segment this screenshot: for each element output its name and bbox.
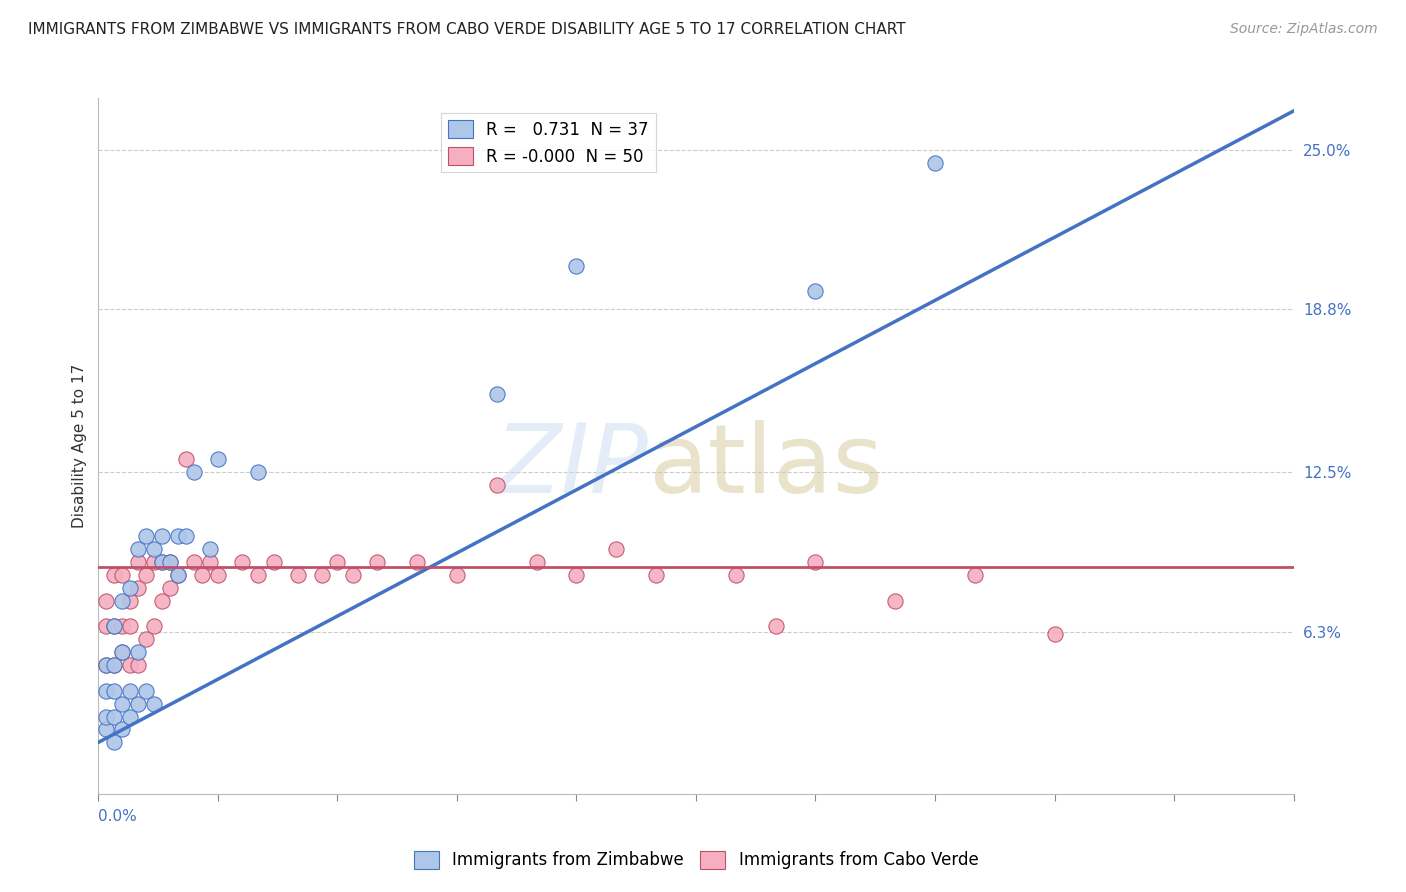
- Point: [724, 567, 747, 582]
- Point: [446, 567, 468, 582]
- Point: [174, 529, 197, 543]
- Point: [96, 723, 118, 737]
- Point: [150, 555, 173, 569]
- Point: [159, 555, 181, 569]
- Point: [111, 723, 134, 737]
- Text: Source: ZipAtlas.com: Source: ZipAtlas.com: [1230, 22, 1378, 37]
- Point: [96, 619, 118, 633]
- Y-axis label: Disability Age 5 to 17: Disability Age 5 to 17: [72, 364, 87, 528]
- Point: [804, 285, 827, 299]
- Point: [103, 619, 125, 633]
- Point: [167, 529, 190, 543]
- Point: [159, 555, 181, 569]
- Point: [150, 529, 173, 543]
- Point: [127, 581, 149, 595]
- Point: [120, 683, 142, 698]
- Text: 0.0%: 0.0%: [98, 809, 138, 824]
- Point: [485, 477, 508, 491]
- Point: [143, 542, 166, 557]
- Point: [135, 529, 157, 543]
- Text: IMMIGRANTS FROM ZIMBABWE VS IMMIGRANTS FROM CABO VERDE DISABILITY AGE 5 TO 17 CO: IMMIGRANTS FROM ZIMBABWE VS IMMIGRANTS F…: [28, 22, 905, 37]
- Point: [246, 465, 269, 479]
- Point: [127, 542, 149, 557]
- Point: [406, 555, 429, 569]
- Point: [127, 658, 149, 673]
- Point: [120, 619, 142, 633]
- Point: [326, 555, 349, 569]
- Point: [183, 555, 205, 569]
- Point: [120, 581, 142, 595]
- Point: [191, 567, 214, 582]
- Point: [127, 645, 149, 659]
- Point: [96, 709, 118, 723]
- Legend: Immigrants from Zimbabwe, Immigrants from Cabo Verde: Immigrants from Zimbabwe, Immigrants fro…: [406, 844, 986, 876]
- Point: [804, 555, 827, 569]
- Point: [565, 567, 588, 582]
- Point: [198, 542, 221, 557]
- Point: [111, 593, 134, 607]
- Point: [143, 555, 166, 569]
- Point: [183, 465, 205, 479]
- Point: [1043, 627, 1066, 641]
- Point: [120, 709, 142, 723]
- Point: [765, 619, 787, 633]
- Point: [135, 632, 157, 647]
- Point: [198, 555, 221, 569]
- Point: [565, 259, 588, 273]
- Point: [120, 593, 142, 607]
- Point: [167, 567, 190, 582]
- Point: [342, 567, 364, 582]
- Point: [103, 658, 125, 673]
- Point: [150, 555, 173, 569]
- Point: [366, 555, 388, 569]
- Point: [127, 555, 149, 569]
- Point: [884, 593, 907, 607]
- Text: ZIP: ZIP: [495, 420, 648, 514]
- Point: [111, 645, 134, 659]
- Point: [103, 567, 125, 582]
- Point: [103, 658, 125, 673]
- Point: [127, 697, 149, 711]
- Text: atlas: atlas: [648, 420, 883, 514]
- Point: [963, 567, 986, 582]
- Point: [263, 555, 285, 569]
- Point: [174, 451, 197, 466]
- Point: [150, 593, 173, 607]
- Point: [246, 567, 269, 582]
- Point: [120, 658, 142, 673]
- Point: [111, 619, 134, 633]
- Point: [135, 567, 157, 582]
- Point: [111, 645, 134, 659]
- Point: [207, 567, 229, 582]
- Point: [103, 709, 125, 723]
- Point: [103, 619, 125, 633]
- Point: [287, 567, 309, 582]
- Point: [96, 658, 118, 673]
- Point: [485, 387, 508, 401]
- Point: [645, 567, 668, 582]
- Point: [311, 567, 333, 582]
- Point: [231, 555, 253, 569]
- Point: [111, 567, 134, 582]
- Point: [96, 658, 118, 673]
- Point: [924, 155, 946, 169]
- Point: [135, 683, 157, 698]
- Point: [207, 451, 229, 466]
- Point: [526, 555, 548, 569]
- Point: [143, 697, 166, 711]
- Point: [159, 581, 181, 595]
- Point: [96, 683, 118, 698]
- Point: [111, 697, 134, 711]
- Point: [103, 735, 125, 749]
- Point: [143, 619, 166, 633]
- Point: [103, 683, 125, 698]
- Point: [167, 567, 190, 582]
- Point: [96, 593, 118, 607]
- Point: [605, 542, 627, 557]
